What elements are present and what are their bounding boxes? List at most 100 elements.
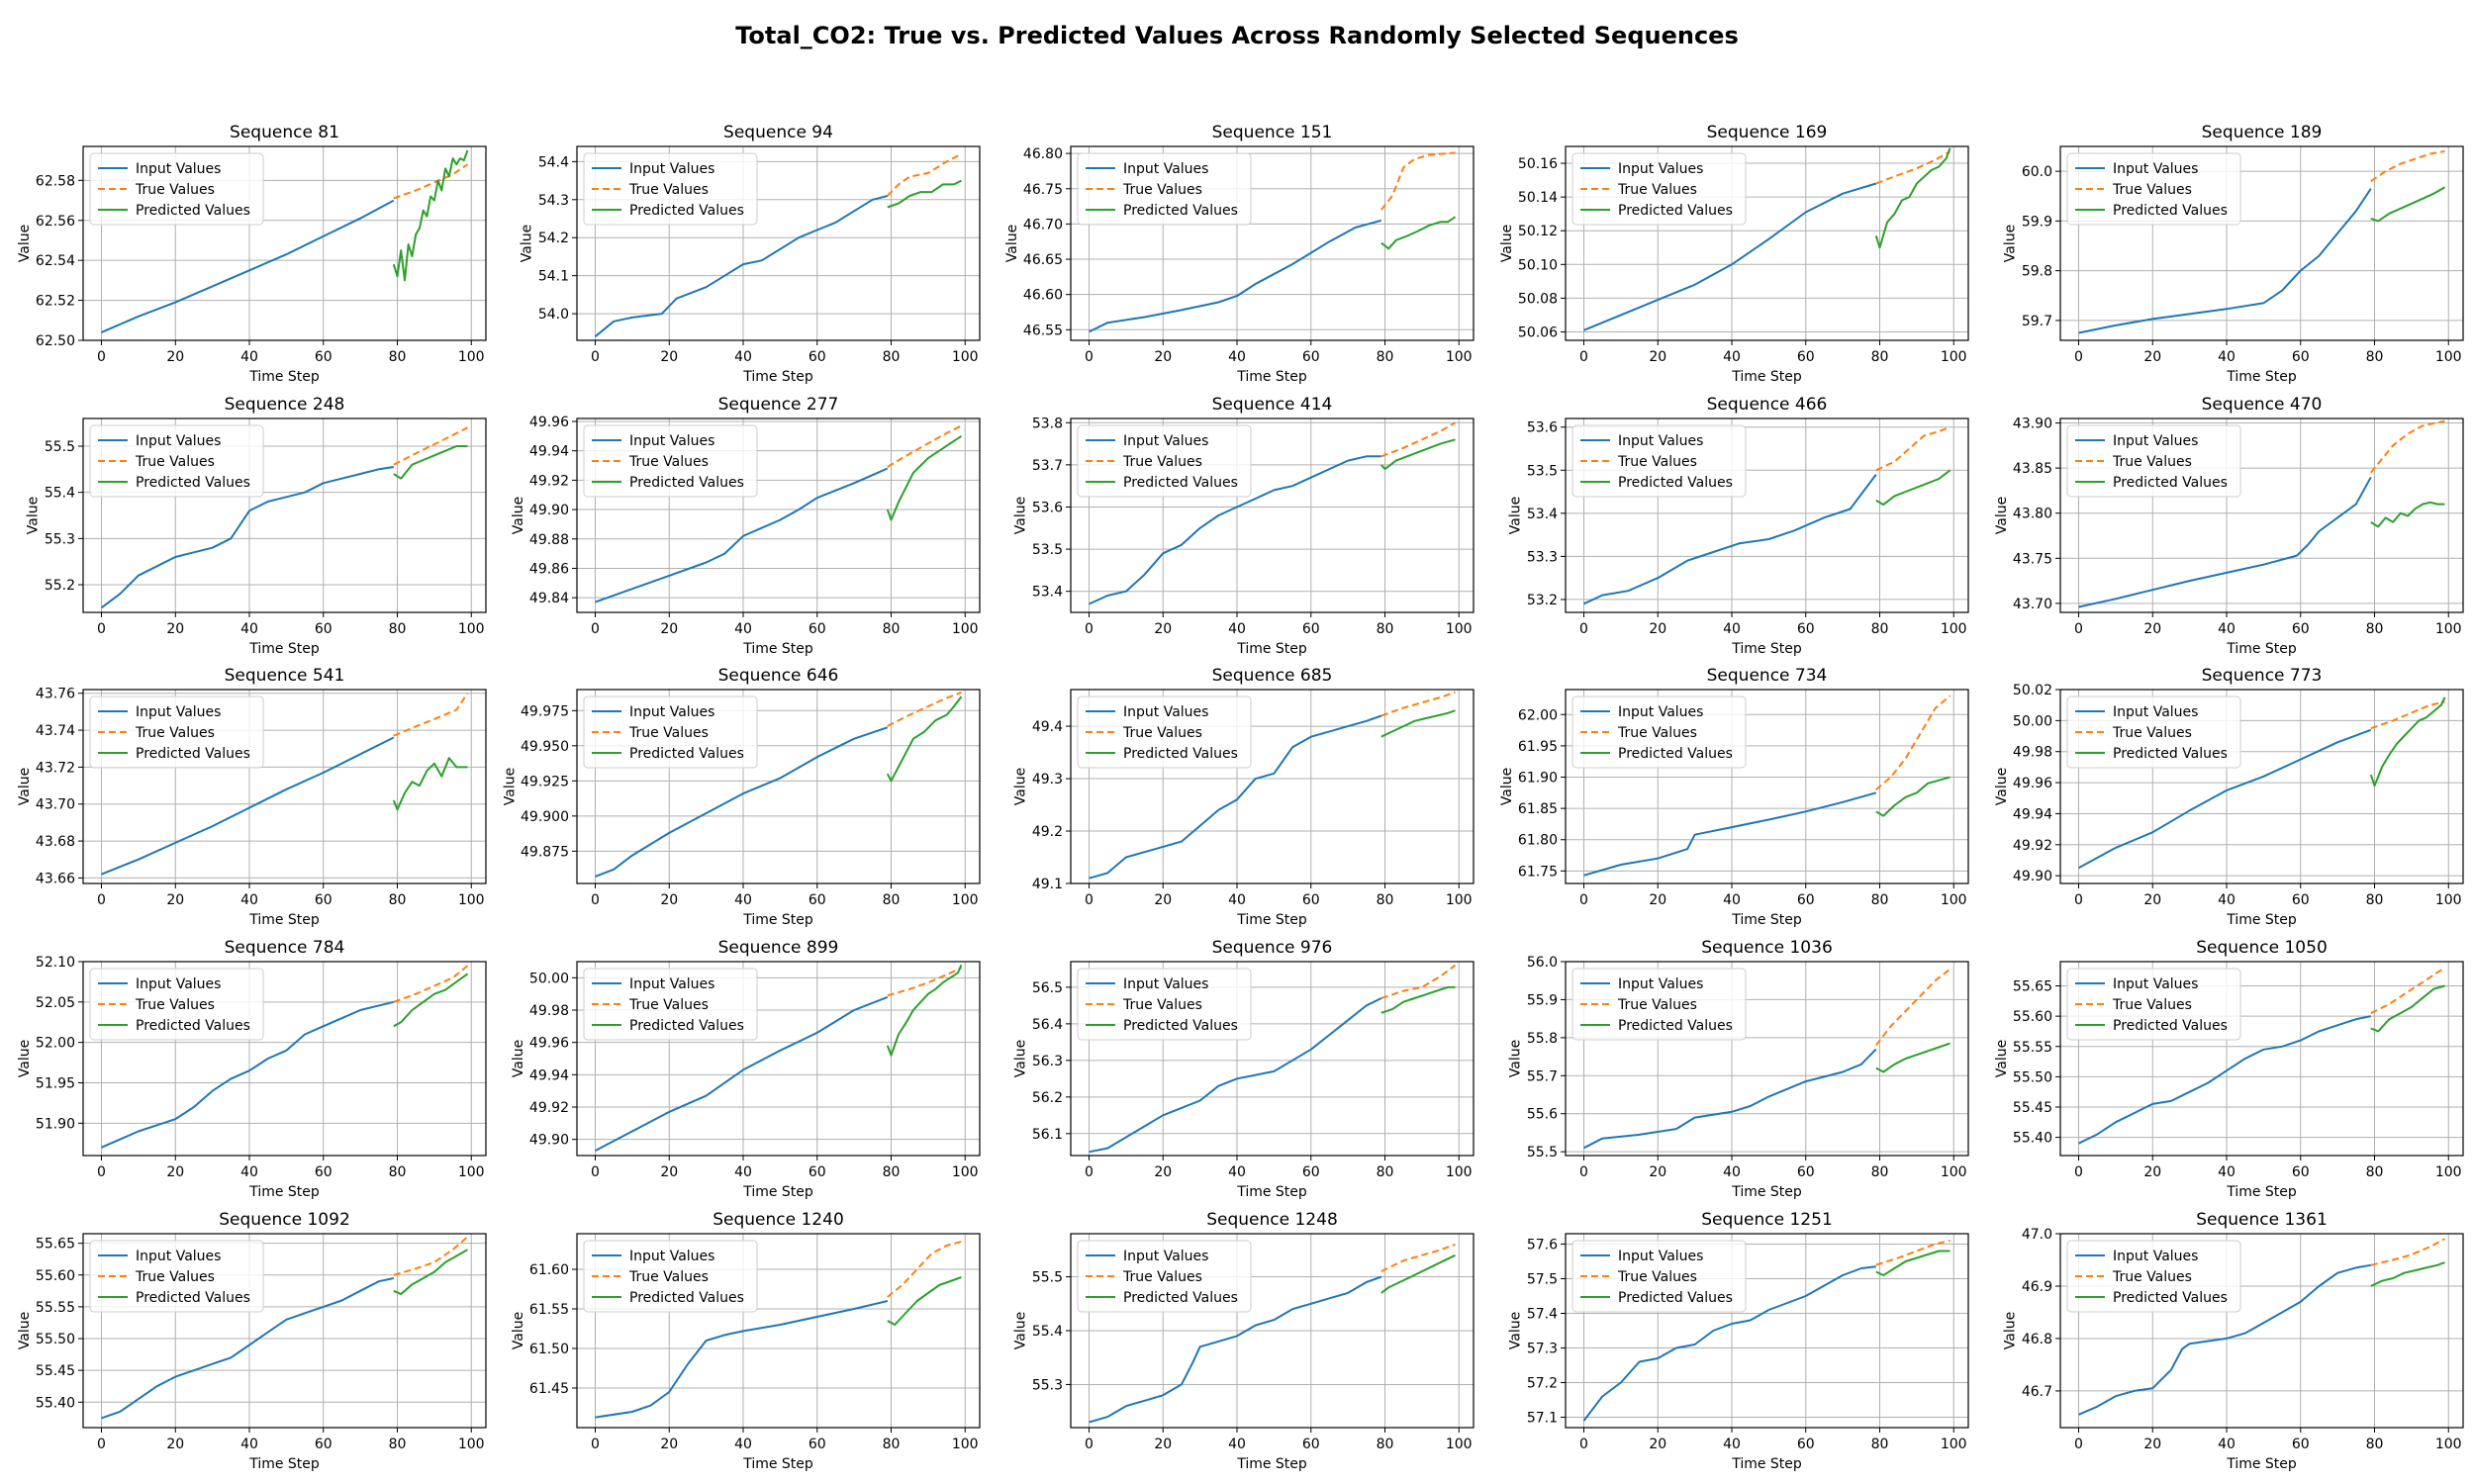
y-tick-label: 49.875	[521, 844, 569, 860]
series-input-values	[100, 466, 394, 609]
series-input-values	[595, 1300, 889, 1419]
x-tick-label: 100	[2435, 1437, 2462, 1452]
x-tick-label: 80	[883, 1164, 901, 1180]
legend: Input Values True Values Predicted Values	[2066, 1240, 2241, 1313]
subplot-24: 0 20 40 60 80 100 57.1 57.2 57.3 57.4 57.5 57.6 Sequ…	[1508, 1210, 1969, 1472]
series-true-values	[1875, 695, 1951, 790]
x-tick-label: 40	[1228, 1164, 1246, 1180]
y-tick-label: 49.2	[1032, 824, 1063, 840]
series-input-values	[1089, 219, 1382, 333]
x-tick-label: 20	[166, 1437, 184, 1452]
legend-label: True Values	[135, 454, 215, 470]
x-tick-label: 60	[315, 349, 333, 365]
legend-box	[583, 1240, 758, 1313]
x-tick-label: 100	[952, 1164, 979, 1180]
x-tick-label: 0	[1579, 349, 1588, 365]
subplot-title: Sequence 470	[2202, 395, 2323, 415]
x-tick-label: 60	[809, 1164, 826, 1180]
legend: Input Values True Values Predicted Values	[1571, 1240, 1747, 1313]
y-tick-label: 55.9	[1527, 992, 1558, 1008]
x-tick-label: 0	[1579, 1437, 1588, 1452]
subplot-17: 0 20 40 60 80 100 49.90 49.92 49.94 49.96 49.98 50.…	[511, 938, 981, 1200]
series-predicted-values	[1874, 147, 1951, 249]
series-predicted-values	[393, 973, 469, 1028]
legend-label: True Values	[135, 725, 215, 741]
legend: Input Values True Values Predicted Values	[89, 1240, 264, 1313]
legend-label: True Values	[2112, 454, 2192, 470]
legend-label: Predicted Values	[1618, 1290, 1733, 1306]
y-tick-label: 49.90	[2013, 869, 2052, 884]
legend-label: Input Values	[1123, 433, 1208, 449]
y-tick-label: 49.88	[529, 532, 569, 548]
y-tick-label: 53.2	[1527, 593, 1558, 608]
legend-label: Input Values	[1123, 976, 1208, 992]
y-tick-label: 56.0	[1527, 955, 1558, 971]
y-tick-label: 55.3	[45, 531, 75, 547]
y-tick-label: 50.12	[1518, 224, 1558, 239]
y-tick-label: 46.8	[2022, 1332, 2052, 1347]
legend-label: Predicted Values	[629, 746, 744, 762]
legend: Input Values True Values Predicted Values	[1077, 968, 1252, 1041]
y-tick-label: 54.0	[538, 307, 569, 323]
legend-label: True Values	[135, 182, 215, 198]
legend-label: True Values	[1617, 725, 1697, 741]
x-tick-label: 0	[1085, 892, 1094, 908]
x-tick-label: 80	[883, 892, 901, 908]
series-predicted-values	[886, 964, 963, 1057]
x-tick-label: 80	[1871, 1164, 1889, 1180]
series-input-values	[1583, 182, 1877, 331]
x-tick-label: 60	[1302, 349, 1320, 365]
legend: Input Values True Values Predicted Values	[583, 152, 758, 226]
series-input-values	[2078, 728, 2372, 870]
legend-box	[1571, 152, 1747, 226]
legend-label: Predicted Values	[136, 203, 250, 219]
legend-label: True Values	[1617, 1269, 1697, 1285]
legend-box	[583, 424, 758, 498]
legend-label: Predicted Values	[1618, 746, 1733, 762]
y-tick-label: 61.55	[529, 1302, 569, 1318]
legend-label: True Values	[628, 1269, 709, 1285]
y-axis-label: Value	[26, 497, 42, 534]
series-input-values	[2078, 1015, 2372, 1145]
y-tick-label: 49.96	[529, 415, 569, 430]
x-tick-label: 40	[240, 1437, 258, 1452]
x-tick-label: 40	[1723, 1164, 1741, 1180]
legend-label: True Values	[1122, 182, 1202, 198]
y-tick-label: 43.75	[2013, 551, 2052, 567]
axes-frame	[1070, 961, 1475, 1157]
series-true-values	[2370, 419, 2445, 474]
y-tick-label: 61.95	[1518, 739, 1558, 755]
series-true-values	[1380, 151, 1456, 211]
x-tick-label: 20	[1154, 621, 1172, 637]
x-tick-label: 0	[1085, 621, 1094, 637]
series-predicted-values	[1380, 709, 1456, 738]
x-tick-label: 60	[2292, 349, 2310, 365]
x-tick-label: 0	[2074, 1164, 2083, 1180]
series-true-values	[393, 426, 468, 466]
y-axis-label: Value	[1994, 497, 2010, 534]
y-tick-label: 49.92	[529, 1100, 569, 1116]
series-input-values	[1583, 473, 1877, 605]
axes-frame	[82, 961, 487, 1157]
series-true-values	[887, 691, 962, 727]
x-tick-label: 60	[809, 892, 826, 908]
y-tick-label: 43.68	[36, 834, 75, 850]
legend-label: True Values	[2112, 997, 2192, 1013]
legend-box	[1077, 424, 1252, 498]
subplot-title: Sequence 1248	[1206, 1210, 1338, 1230]
x-tick-label: 60	[1302, 1164, 1320, 1180]
x-axis-label: Time Step	[1731, 1184, 1802, 1200]
y-axis-label: Value	[1508, 1312, 1524, 1349]
subplot-22: 0 20 40 60 80 100 61.45 61.50 61.55 61.60 Sequence…	[511, 1210, 981, 1472]
y-tick-label: 55.40	[2013, 1131, 2052, 1147]
x-axis-label: Time Step	[742, 641, 813, 657]
y-tick-label: 57.2	[1527, 1376, 1558, 1392]
legend-label: Predicted Values	[1123, 1290, 1238, 1306]
subplot-title: Sequence 248	[225, 395, 345, 415]
series-predicted-values	[2370, 501, 2445, 528]
x-tick-label: 80	[389, 892, 407, 908]
x-tick-label: 100	[952, 892, 979, 908]
y-tick-label: 49.4	[1032, 719, 1063, 735]
y-tick-label: 55.50	[2013, 1069, 2052, 1085]
x-tick-label: 100	[1941, 1437, 1967, 1452]
